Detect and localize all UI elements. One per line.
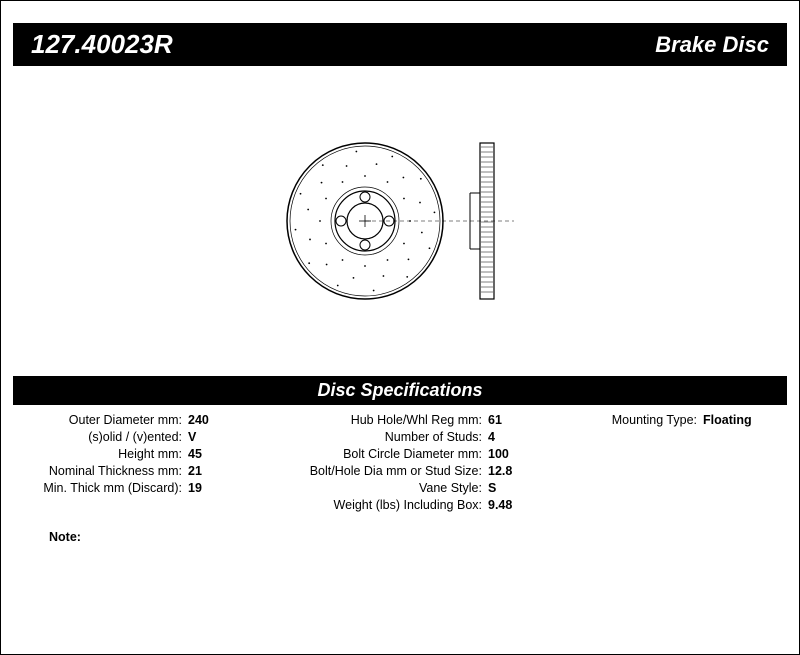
spec-value: 12.8 xyxy=(488,464,528,478)
disc-diagram xyxy=(270,131,530,311)
spec-row: Weight (lbs) Including Box:9.48 xyxy=(263,498,563,512)
spec-label: Outer Diameter mm: xyxy=(13,413,188,427)
spec-label: Height mm: xyxy=(13,447,188,461)
spec-value: 61 xyxy=(488,413,528,427)
spec-title: Disc Specifications xyxy=(13,376,787,405)
spec-row: Min. Thick mm (Discard):19 xyxy=(13,481,263,495)
spec-value: V xyxy=(188,430,228,444)
spec-value: 45 xyxy=(188,447,228,461)
spec-value: 240 xyxy=(188,413,228,427)
spec-row: Height mm:45 xyxy=(13,447,263,461)
note-row: Note: xyxy=(1,516,799,544)
note-label: Note: xyxy=(49,530,81,544)
spec-label: (s)olid / (v)ented: xyxy=(13,430,188,444)
spec-row: Bolt Circle Diameter mm:100 xyxy=(263,447,563,461)
spec-row: Number of Studs:4 xyxy=(263,430,563,444)
diagram-area xyxy=(1,66,799,376)
spec-label: Hub Hole/Whl Reg mm: xyxy=(263,413,488,427)
header-bar: 127.40023R Brake Disc xyxy=(13,23,787,66)
spec-row: Hub Hole/Whl Reg mm:61 xyxy=(263,413,563,427)
spec-value: 100 xyxy=(488,447,528,461)
spec-row: Mounting Type:Floating xyxy=(563,413,793,427)
spec-value: S xyxy=(488,481,528,495)
spec-label: Number of Studs: xyxy=(263,430,488,444)
spec-label: Mounting Type: xyxy=(563,413,703,427)
spec-value: Floating xyxy=(703,413,763,427)
spec-col-1: Outer Diameter mm:240(s)olid / (v)ented:… xyxy=(13,413,263,512)
spec-label: Bolt Circle Diameter mm: xyxy=(263,447,488,461)
spec-value: 19 xyxy=(188,481,228,495)
spec-col-3: Mounting Type:Floating xyxy=(563,413,793,512)
spec-value: 9.48 xyxy=(488,498,528,512)
spec-grid: Outer Diameter mm:240(s)olid / (v)ented:… xyxy=(1,405,799,516)
spec-row: Nominal Thickness mm:21 xyxy=(13,464,263,478)
spec-value: 21 xyxy=(188,464,228,478)
spec-label: Min. Thick mm (Discard): xyxy=(13,481,188,495)
spec-sheet: 127.40023R Brake Disc Disc Specification… xyxy=(0,0,800,655)
spec-row: Bolt/Hole Dia mm or Stud Size:12.8 xyxy=(263,464,563,478)
spec-col-2: Hub Hole/Whl Reg mm:61Number of Studs:4B… xyxy=(263,413,563,512)
spec-label: Bolt/Hole Dia mm or Stud Size: xyxy=(263,464,488,478)
part-number: 127.40023R xyxy=(31,29,173,60)
spec-row: Vane Style:S xyxy=(263,481,563,495)
spec-label: Nominal Thickness mm: xyxy=(13,464,188,478)
spec-row: Outer Diameter mm:240 xyxy=(13,413,263,427)
spec-label: Vane Style: xyxy=(263,481,488,495)
spec-row: (s)olid / (v)ented:V xyxy=(13,430,263,444)
product-type: Brake Disc xyxy=(655,32,769,58)
spec-label: Weight (lbs) Including Box: xyxy=(263,498,488,512)
spec-value: 4 xyxy=(488,430,528,444)
